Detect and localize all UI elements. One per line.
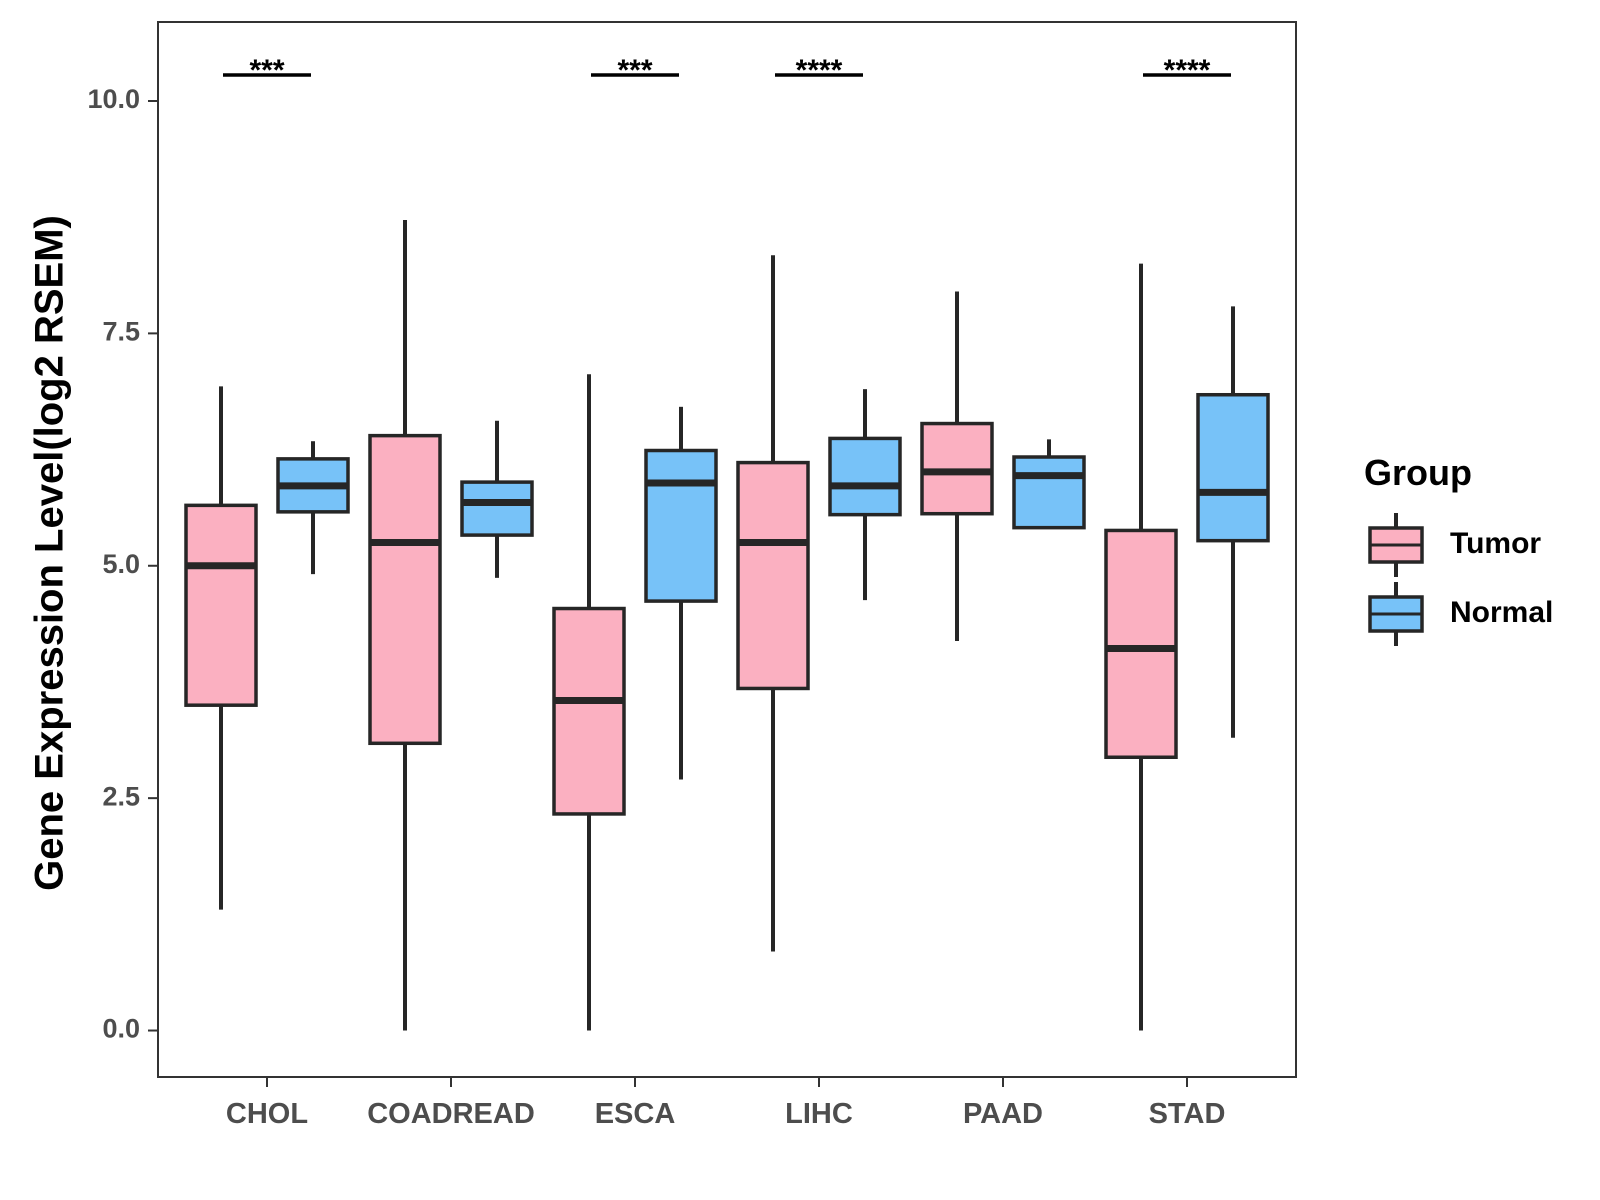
x-tick: LIHC	[785, 1077, 853, 1130]
legend-items: Tumor Normal	[1368, 513, 1553, 646]
box-tumor-esca	[552, 374, 626, 1031]
y-tick-label: 0.0	[102, 1014, 140, 1044]
y-tick: 0.0	[102, 1014, 158, 1044]
y-axis: 0.0 2.5 5.0 7.5 10.0	[87, 84, 158, 1044]
box-body	[460, 480, 534, 537]
box-normal-coadread	[460, 420, 534, 578]
x-tick: COADREAD	[367, 1077, 535, 1130]
legend: Group Tumor Normal	[1364, 452, 1553, 646]
box-body	[552, 606, 626, 816]
box-body	[1104, 528, 1178, 759]
box-body	[644, 448, 718, 603]
box-tumor-stad	[1104, 263, 1178, 1031]
significance-label: ***	[249, 54, 284, 87]
x-tick-label: LIHC	[785, 1098, 853, 1130]
x-tick-label: CHOL	[226, 1098, 308, 1130]
box-body	[368, 433, 442, 746]
box-tumor-coadread	[368, 219, 442, 1031]
legend-item-tumor: Tumor	[1368, 513, 1541, 577]
box-tumor-chol	[184, 386, 258, 910]
box-body	[828, 436, 902, 517]
legend-title: Group	[1364, 452, 1472, 493]
x-tick: STAD	[1149, 1077, 1226, 1130]
x-tick: PAAD	[963, 1077, 1043, 1130]
box-tumor-lihc	[736, 255, 810, 952]
box-normal-paad	[1012, 439, 1086, 530]
legend-item-normal: Normal	[1368, 582, 1553, 646]
box-normal-lihc	[828, 389, 902, 601]
box-body	[1012, 455, 1086, 530]
x-tick-label: STAD	[1149, 1098, 1226, 1130]
significance-chol: ***	[223, 54, 311, 87]
y-tick: 5.0	[102, 549, 158, 579]
box-body	[736, 460, 810, 691]
significance-stad: ****	[1143, 54, 1231, 87]
box-normal-stad	[1196, 306, 1270, 738]
x-tick: CHOL	[226, 1077, 308, 1130]
y-tick-label: 2.5	[102, 781, 140, 811]
legend-label: Normal	[1450, 596, 1553, 629]
x-tick-label: ESCA	[595, 1098, 676, 1130]
y-tick: 2.5	[102, 781, 158, 811]
box-body	[1196, 392, 1270, 543]
significance-lihc: ****	[775, 54, 863, 87]
significance-label: ***	[617, 54, 652, 87]
x-tick-label: PAAD	[963, 1098, 1043, 1130]
y-tick-label: 7.5	[102, 317, 140, 347]
x-axis: CHOL COADREAD ESCA LIHC PAAD STAD	[226, 1077, 1225, 1130]
significance-label: ****	[1164, 54, 1211, 87]
significance-esca: ***	[591, 54, 679, 87]
boxes-layer	[184, 219, 1270, 1031]
y-tick: 7.5	[102, 317, 158, 347]
box-normal-esca	[644, 406, 718, 780]
box-body	[184, 503, 258, 707]
x-tick: ESCA	[595, 1077, 676, 1130]
significance-label: ****	[796, 54, 843, 87]
significance-layer: *** *** **** ****	[223, 54, 1231, 87]
y-tick-label: 10.0	[87, 84, 140, 114]
y-axis-title: Gene Expression Level(log2 RSEM)	[28, 215, 72, 891]
y-tick: 10.0	[87, 84, 158, 114]
x-tick-label: COADREAD	[367, 1098, 535, 1130]
y-tick-label: 5.0	[102, 549, 140, 579]
legend-label: Tumor	[1450, 527, 1541, 560]
box-tumor-paad	[920, 291, 994, 642]
box-normal-chol	[276, 441, 350, 575]
